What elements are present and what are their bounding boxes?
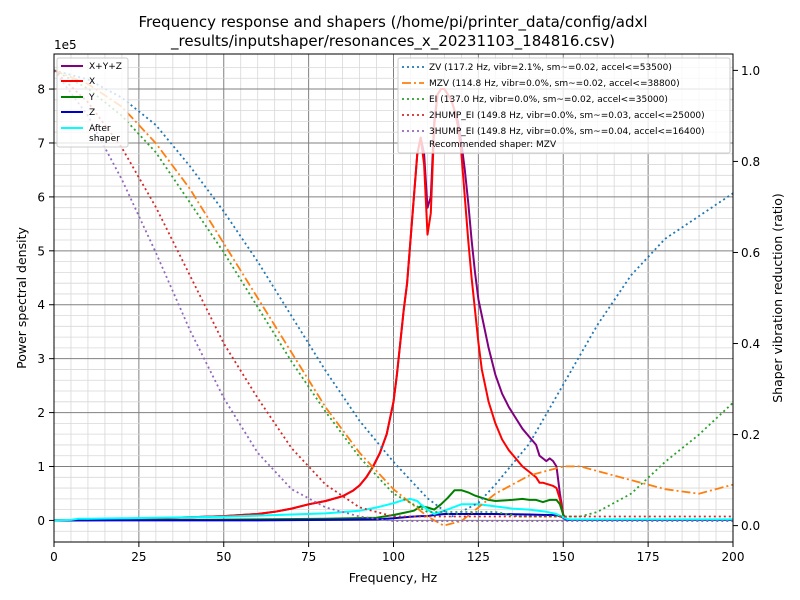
y-tick-label: 6 [37,190,45,204]
shaper-series-line-2 [53,69,734,518]
y-tick-label: 8 [37,83,45,97]
psd-legend-label: After [89,124,111,134]
psd-legend-label: shaper [89,134,120,144]
x-tick-label: 25 [131,550,146,564]
shaper-legend-label: MZV (114.8 Hz, vibr=0.0%, sm~=0.02, acce… [429,79,680,89]
shaper-legend-label: ZV (117.2 Hz, vibr=2.1%, sm~=0.02, accel… [429,63,672,73]
x-tick-label: 0 [50,550,58,564]
x-tick-label: 175 [637,550,660,564]
y2-tick-label: 0.8 [741,155,760,169]
y-tick-label: 5 [37,244,45,258]
y2-axis-ticks: 0.0 0.2 0.4 0.6 0.8 1.0 [733,64,760,533]
x-tick-label: 75 [301,550,316,564]
psd-legend-label: X+Y+Z [89,62,122,72]
shaper-lines [53,69,734,527]
x-tick-label: 200 [722,550,745,564]
y2-tick-label: 1.0 [741,64,760,78]
y-tick-label: 7 [37,136,45,150]
shaper-legend: ZV (117.2 Hz, vibr=2.1%, sm~=0.02, accel… [397,57,731,154]
psd-legend-label: Y [88,93,95,103]
y-axis-ticks: 0 1 2 3 4 5 6 7 8 [37,83,54,528]
x-axis-ticks: 0 25 50 75 100 125 150 175 200 [50,542,744,564]
psd-series-line-4 [53,497,733,522]
shaper-legend-box [397,57,731,154]
psd-series-line-3 [54,513,733,522]
psd-legend-label: Z [89,108,95,118]
shaper-legend-label: EI (137.0 Hz, vibr=0.0%, sm~=0.02, accel… [429,95,668,105]
y-axis-label: Power spectral density [14,227,29,369]
shaper-legend-label: 3HUMP_EI (149.8 Hz, vibr=0.0%, sm~=0.04,… [429,127,705,137]
shaper-series-line-1 [53,69,734,527]
shaper-legend-label: 2HUMP_EI (149.8 Hz, vibr=0.0%, sm~=0.03,… [429,111,705,121]
y-tick-label: 0 [37,514,45,528]
chart-title-line2: _results/inputshaper/resonances_x_202311… [170,32,615,51]
y-tick-label: 3 [37,352,45,366]
x-tick-label: 150 [552,550,575,564]
psd-series-line-2 [54,489,733,522]
y-tick-label: 4 [37,298,45,312]
psd-legend-label: X [89,77,95,87]
y2-tick-label: 0.0 [741,519,760,533]
y2-axis-label: Shaper vibration reduction (ratio) [770,193,785,403]
x-tick-label: 125 [467,550,490,564]
recommended-shaper-text: Recommended shaper: MZV [429,140,557,150]
y-tick-label: 1 [37,460,45,474]
chart-title-line1: Frequency response and shapers (/home/pi… [138,13,647,32]
y-scale-label: 1e5 [54,38,77,52]
y2-tick-label: 0.6 [741,246,760,260]
y-tick-label: 2 [37,406,45,420]
grid [54,54,733,542]
x-tick-label: 50 [216,550,231,564]
shaper-series-line-3 [53,69,733,518]
y2-tick-label: 0.2 [741,428,760,442]
x-axis-label: Frequency, Hz [349,570,438,585]
x-tick-label: 100 [382,550,405,564]
y2-tick-label: 0.4 [741,337,760,351]
